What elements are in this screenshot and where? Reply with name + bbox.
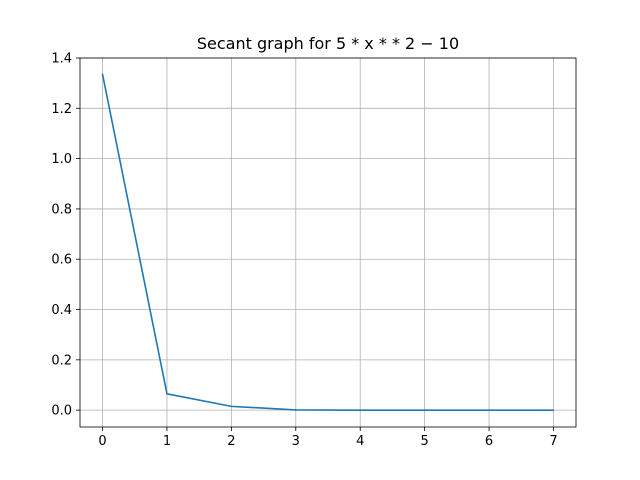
y-tick-label: 0.2 (51, 353, 72, 368)
x-tick-label: 0 (98, 434, 106, 449)
y-tick-label: 0.0 (51, 404, 72, 419)
chart-title: Secant graph for 5 * x * * 2 − 10 (197, 34, 459, 53)
series-layer (101, 73, 555, 411)
data-point (488, 409, 490, 411)
data-point (166, 392, 168, 395)
x-tick-label: 6 (485, 434, 493, 449)
y-tick-label: 0.8 (51, 202, 72, 217)
data-point (101, 73, 104, 76)
data-point (294, 409, 297, 411)
y-tick-label: 0.4 (51, 303, 72, 318)
x-tick-label: 4 (356, 434, 364, 449)
y-tick-label: 1.0 (51, 152, 72, 167)
axes-frame (79, 57, 577, 428)
x-tick-label: 1 (163, 434, 171, 449)
y-tick-label: 1.4 (51, 52, 72, 67)
data-point (552, 409, 555, 411)
x-tick-label: 2 (227, 434, 235, 449)
series-line (101, 74, 554, 411)
grid-layer (80, 57, 576, 427)
x-tick-label: 3 (292, 434, 300, 449)
ticks-layer: 0 1 2 3 4 5 6 7 0.0 0.2 0.4 0.6 0.8 1.0 1.2 1.4 (51, 52, 557, 450)
data-point (423, 409, 426, 411)
y-tick-label: 1.2 (51, 102, 72, 117)
x-tick-label: 7 (549, 434, 557, 449)
data-point (359, 409, 362, 411)
data-point (230, 405, 233, 408)
x-tick-label: 5 (420, 434, 428, 449)
y-tick-label: 0.6 (51, 253, 72, 268)
